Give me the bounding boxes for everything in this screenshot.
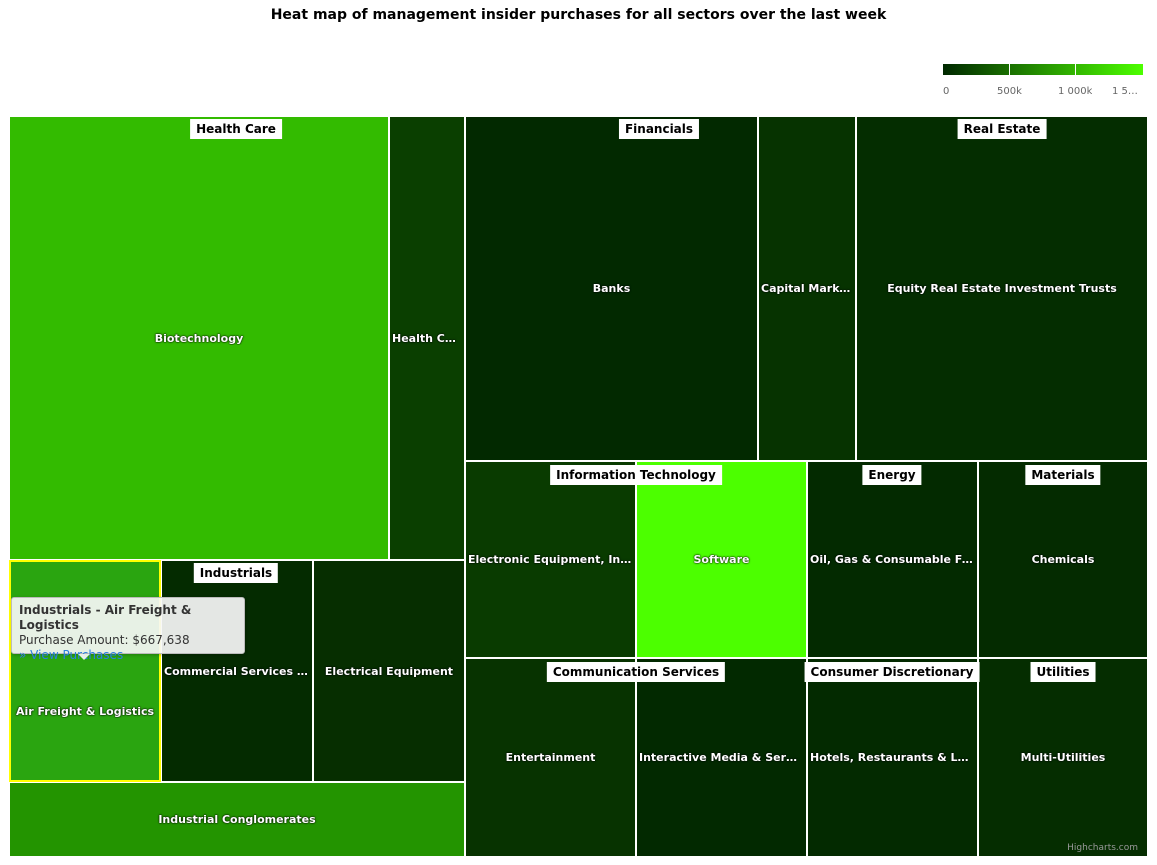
sector-label-energy: Energy [862, 465, 922, 485]
treemap-cell-label: Capital Markets [761, 282, 855, 295]
color-axis-tick [1009, 64, 1010, 75]
treemap-cell-label: Software [693, 553, 750, 566]
treemap-cell-banks[interactable]: Banks [465, 116, 758, 461]
treemap-cell-label: Electrical Equipment [324, 664, 454, 678]
treemap-cell-chemicals[interactable]: Chemicals [978, 461, 1148, 658]
sector-label-industrials: Industrials [193, 563, 279, 583]
treemap-cell-label: Commercial Services & S… [164, 664, 312, 678]
sector-label-health-care: Health Care [190, 119, 282, 139]
treemap-cell-commercial-services-supplies[interactable]: Commercial Services & S… [161, 560, 313, 782]
treemap-cell-label: Chemicals [1031, 553, 1095, 566]
treemap-cell-entertainment[interactable]: Entertainment [465, 658, 636, 857]
treemap-cell-label: Multi-Utilities [1020, 751, 1106, 764]
treemap-cell-electronic-equipment-instruments-components[interactable]: Electronic Equipment, Instr… [465, 461, 636, 658]
treemap-cell-label: Oil, Gas & Consumable Fuels [810, 553, 977, 566]
treemap-cell-label: Industrial Conglomerates [158, 813, 316, 826]
treemap-cell-health-care-providers[interactable]: Health Car… [389, 116, 465, 560]
treemap-cell-label: Air Freight & Logistics [15, 704, 155, 718]
treemap-cell-label: Electronic Equipment, Instr… [468, 553, 635, 566]
sector-label-materials: Materials [1025, 465, 1101, 485]
sector-label-utilities: Utilities [1030, 662, 1096, 682]
treemap-cell-software[interactable]: Software [636, 461, 807, 658]
color-axis-label: 1 000k [1058, 86, 1093, 97]
treemap-cell-label: Banks [592, 282, 631, 295]
color-axis-label: 500k [997, 86, 1022, 97]
credits-link[interactable]: Highcharts.com [1067, 843, 1138, 853]
treemap-cell-equity-real-estate-investment-trusts[interactable]: Equity Real Estate Investment Trusts [856, 116, 1148, 461]
sector-label-financials: Financials [618, 119, 700, 139]
treemap-cell-label: Entertainment [505, 751, 596, 764]
color-axis-label: 1 5… [1112, 86, 1138, 97]
sector-label-communication-services: Communication Services [546, 662, 726, 682]
treemap-cell-label: Biotechnology [154, 331, 244, 345]
sector-label-real-estate: Real Estate [957, 119, 1047, 139]
view-purchases-link[interactable]: » View Purchases [19, 648, 124, 662]
color-axis-label: 0 [943, 86, 950, 97]
sector-label-consumer-discretionary: Consumer Discretionary [804, 662, 980, 682]
tooltip-title: Industrials - Air Freight & Logistics [19, 603, 192, 632]
treemap-cell-capital-markets[interactable]: Capital Markets [758, 116, 856, 461]
tooltip-arrow [78, 654, 90, 660]
tooltip: Industrials - Air Freight & Logistics Pu… [11, 597, 245, 662]
treemap-cell-oil-gas-consumable-fuels[interactable]: Oil, Gas & Consumable Fuels [807, 461, 978, 658]
treemap-cell-label: Equity Real Estate Investment Trusts [887, 282, 1117, 295]
treemap-cell-biotechnology[interactable]: Biotechnology [9, 116, 389, 560]
treemap-cell-air-freight-logistics[interactable]: Air Freight & Logistics [9, 560, 161, 782]
sector-label-information-technology: Information Technology [550, 465, 722, 485]
treemap-cell-interactive-media-services[interactable]: Interactive Media & Services [636, 658, 807, 857]
treemap-cell-label: Hotels, Restaurants & Leisu… [810, 751, 977, 764]
chart-title: Heat map of management insider purchases… [270, 7, 887, 23]
color-axis-bar [943, 64, 1143, 75]
treemap-cell-label: Interactive Media & Services [639, 751, 806, 764]
treemap-cell-electrical-equipment[interactable]: Electrical Equipment [313, 560, 465, 782]
treemap-cell-multi-utilities[interactable]: Multi-Utilities [978, 658, 1148, 857]
treemap-cell-hotels-restaurants-leisure[interactable]: Hotels, Restaurants & Leisu… [807, 658, 978, 857]
treemap-cell-label: Health Car… [392, 331, 464, 345]
treemap-cell-industrial-conglomerates[interactable]: Industrial Conglomerates [9, 782, 465, 857]
color-axis-tick [1075, 64, 1076, 75]
tooltip-amount: Purchase Amount: $667,638 [19, 633, 190, 647]
